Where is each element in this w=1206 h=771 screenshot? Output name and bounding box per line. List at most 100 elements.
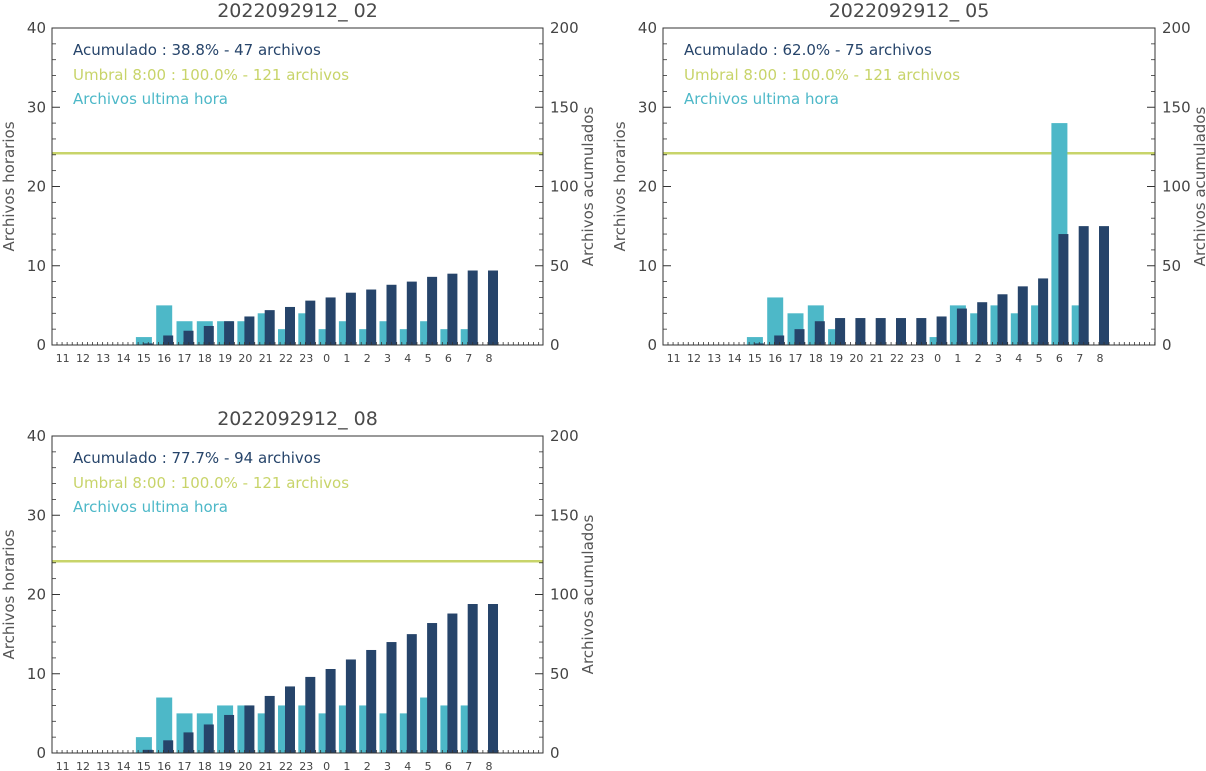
cumulative-bar-18: [814, 321, 825, 345]
x-tick-label: 21: [259, 760, 273, 771]
y-right-tick-label: 50: [550, 257, 569, 275]
x-tick-label: 11: [56, 760, 70, 771]
cumulative-bar-17: [794, 329, 805, 345]
y-axis-label-right: Archivos acumulados: [579, 107, 597, 267]
cumulative-bar-22: [896, 318, 906, 345]
cumulative-bar-4: [406, 634, 417, 753]
x-tick-label: 5: [1036, 352, 1043, 365]
x-tick-label: 0: [323, 760, 330, 771]
cumulative-bar-19: [224, 714, 235, 753]
y-right-tick-label: 50: [550, 665, 569, 683]
cumulative-bar-4: [406, 281, 417, 345]
cumulative-bar-8: [488, 604, 498, 753]
y-right-tick-label: 100: [550, 586, 579, 604]
y-left-tick-label: 20: [27, 178, 46, 196]
y-left-tick-label: 20: [638, 178, 657, 196]
cumulative-bar-2: [366, 289, 377, 345]
cumulative-bar-2: [977, 302, 988, 345]
cumulative-bar-8: [488, 270, 498, 345]
x-tick-label: 19: [829, 352, 843, 365]
x-tick-label: 20: [849, 352, 863, 365]
y-right-tick-label: 0: [550, 744, 560, 762]
x-tick-label: 22: [279, 352, 293, 365]
x-tick-label: 4: [1015, 352, 1022, 365]
x-tick-label: 19: [218, 352, 232, 365]
cumulative-bar-21: [264, 695, 275, 753]
cumulative-bar-23: [305, 300, 316, 345]
legend-hourly: Archivos ultima hora: [73, 90, 228, 108]
x-tick-label: 5: [425, 352, 432, 365]
y-right-tick-label: 0: [550, 336, 560, 354]
y-right-tick-label: 50: [1162, 257, 1181, 275]
x-tick-label: 18: [198, 352, 212, 365]
x-tick-label: 3: [384, 352, 391, 365]
x-tick-label: 0: [323, 352, 330, 365]
y-right-tick-label: 150: [1162, 98, 1191, 116]
x-tick-label: 17: [178, 352, 192, 365]
cumulative-bar-5: [427, 623, 438, 753]
x-tick-label: 23: [299, 760, 313, 771]
x-tick-label: 7: [465, 352, 472, 365]
x-tick-label: 23: [299, 352, 313, 365]
y-axis-label-right: Archivos acumulados: [1191, 107, 1206, 267]
cumulative-bar-6: [447, 273, 458, 345]
cumulative-bar-20: [244, 316, 255, 345]
x-tick-label: 2: [364, 352, 371, 365]
x-tick-label: 11: [56, 352, 70, 365]
y-axis-label-right: Archivos acumulados: [579, 515, 597, 675]
cumulative-bar-23: [916, 318, 927, 345]
x-tick-label: 7: [1076, 352, 1083, 365]
y-right-tick-label: 200: [550, 427, 579, 445]
x-tick-label: 20: [238, 760, 252, 771]
cumulative-bar-19: [224, 321, 235, 345]
cumulative-bar-21: [875, 318, 886, 345]
y-right-tick-label: 200: [1162, 19, 1191, 37]
cumulative-bar-8: [1099, 226, 1109, 345]
cumulative-bar-4: [1017, 286, 1028, 345]
x-tick-label: 2: [975, 352, 982, 365]
x-tick-label: 0: [934, 352, 941, 365]
x-tick-label: 21: [870, 352, 884, 365]
y-right-tick-label: 150: [550, 506, 579, 524]
y-left-tick-label: 40: [27, 19, 46, 37]
x-tick-label: 16: [157, 760, 171, 771]
x-tick-label: 4: [404, 760, 411, 771]
x-tick-label: 1: [343, 760, 350, 771]
x-tick-label: 2: [364, 760, 371, 771]
cumulative-bar-2: [366, 649, 377, 753]
hourly-bar-16: [156, 697, 173, 753]
cumulative-bar-21: [264, 310, 275, 345]
legend-cumulative: Acumulado : 77.7% - 94 archivos: [73, 449, 321, 467]
cumulative-bar-18: [203, 325, 214, 345]
x-tick-label: 18: [809, 352, 823, 365]
x-tick-label: 22: [279, 760, 293, 771]
cumulative-bar-23: [305, 676, 316, 753]
x-tick-label: 6: [445, 760, 452, 771]
y-left-tick-label: 0: [647, 336, 657, 354]
cumulative-bar-18: [203, 724, 214, 753]
x-tick-label: 19: [218, 760, 232, 771]
y-axis-label-left: Archivos horarios: [0, 529, 18, 659]
x-tick-label: 5: [425, 760, 432, 771]
x-tick-label: 23: [910, 352, 924, 365]
chart-title: 2022092912_ 05: [829, 0, 990, 22]
x-tick-label: 6: [445, 352, 452, 365]
cumulative-bar-3: [386, 284, 397, 345]
y-left-tick-label: 20: [27, 586, 46, 604]
y-right-tick-label: 150: [550, 98, 579, 116]
cumulative-bar-16: [163, 335, 174, 345]
x-tick-label: 15: [137, 352, 151, 365]
x-tick-label: 18: [198, 760, 212, 771]
y-left-tick-label: 40: [638, 19, 657, 37]
x-tick-label: 7: [465, 760, 472, 771]
y-left-tick-label: 30: [27, 506, 46, 524]
cumulative-bar-19: [835, 318, 846, 345]
x-tick-label: 8: [486, 352, 493, 365]
legend-threshold: Umbral 8:00 : 100.0% - 121 archivos: [73, 66, 349, 84]
x-tick-label: 13: [96, 760, 110, 771]
y-left-tick-label: 0: [36, 336, 46, 354]
x-tick-label: 14: [117, 352, 131, 365]
